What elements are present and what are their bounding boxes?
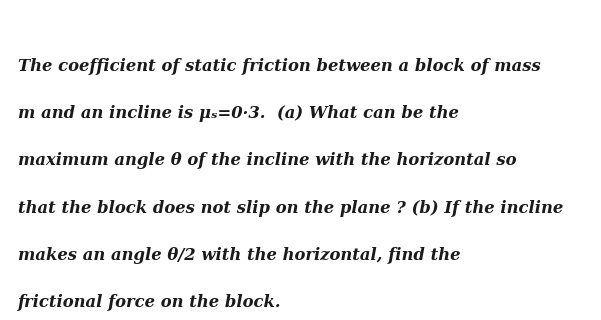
- Text: frictional force on the block.: frictional force on the block.: [18, 294, 282, 311]
- Text: that the block does not slip on the plane ? (b) If the incline: that the block does not slip on the plan…: [18, 200, 563, 217]
- Text: m and an incline is μₛ=0·3.  (a) What can be the: m and an incline is μₛ=0·3. (a) What can…: [18, 105, 459, 122]
- Text: maximum angle θ of the incline with the horizontal so: maximum angle θ of the incline with the …: [18, 152, 516, 169]
- Text: The coefficient of static friction between a block of mass: The coefficient of static friction betwe…: [18, 58, 541, 75]
- Text: makes an angle θ/2 with the horizontal, find the: makes an angle θ/2 with the horizontal, …: [18, 247, 460, 264]
